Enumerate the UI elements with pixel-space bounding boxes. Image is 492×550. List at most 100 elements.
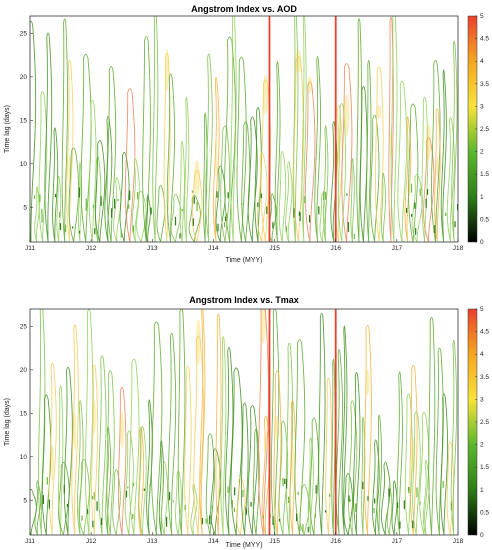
x-tick-label: J13 — [147, 245, 158, 252]
contour-line — [188, 194, 201, 242]
contour-fill — [365, 369, 370, 396]
contour-line — [366, 60, 372, 242]
y-tick-label: 15 — [20, 118, 28, 125]
contour-line — [38, 91, 48, 242]
contour-line — [106, 370, 115, 535]
contour-line — [220, 125, 231, 242]
colorbar-tick-label: 5 — [480, 13, 484, 20]
contour-line — [451, 40, 458, 242]
contour-fill — [275, 415, 280, 441]
contour-line — [446, 117, 455, 242]
contour-fill — [215, 138, 218, 176]
contour-line — [34, 186, 40, 242]
contour-line — [58, 385, 64, 535]
contour-line — [179, 140, 185, 242]
contour-fill — [435, 157, 439, 178]
x-axis-label: Time (MYY) — [225, 542, 262, 549]
contour-line — [161, 461, 169, 535]
contour-line — [184, 365, 192, 535]
colorbar-tick-label: 3 — [480, 396, 484, 403]
y-tick-label: 5 — [23, 498, 27, 505]
contour-line — [331, 358, 336, 535]
contour-line — [304, 81, 316, 242]
y-axis-ticks: 5 10 15 20 25 — [20, 31, 33, 212]
colorbar-tick-label: 1 — [480, 487, 484, 494]
contour-line — [412, 411, 421, 535]
contour-line — [440, 69, 447, 242]
contour-line — [323, 124, 329, 242]
contour-fill — [425, 124, 432, 160]
contour-fill — [295, 49, 302, 74]
contour-line — [350, 158, 355, 242]
contour-line — [68, 147, 80, 242]
colorbar-tick-label: 3 — [480, 103, 484, 110]
y-axis-ticks: 5 10 15 20 25 — [20, 324, 33, 505]
contour-line — [77, 162, 83, 242]
contour-line — [376, 414, 383, 535]
y-axis-label: Time lag (days) — [4, 398, 11, 446]
contour-line — [56, 175, 62, 242]
plot-frame — [29, 15, 459, 243]
contour-line — [152, 16, 159, 242]
colorbar-tick-label: 1 — [480, 194, 484, 201]
contour-line — [278, 151, 287, 242]
colorbar-tick-label: 1.5 — [480, 464, 489, 471]
x-tick-label: J18 — [453, 538, 464, 545]
contour-line — [341, 325, 348, 535]
colorbar-tick-label: 0.5 — [480, 216, 489, 223]
contour-line — [423, 137, 435, 242]
contour-line — [241, 121, 251, 242]
contour-line — [94, 139, 106, 242]
y-axis-label: Time lag (days) — [4, 105, 11, 153]
contour-line — [257, 309, 269, 535]
contour-line — [388, 16, 394, 242]
contour-line — [274, 60, 281, 242]
contour-line — [156, 185, 166, 242]
colorbar-tick-label: 2.5 — [480, 419, 489, 426]
contour-line — [205, 433, 215, 535]
colorbar-tick-label: 1.5 — [480, 171, 489, 178]
contour-line — [215, 165, 226, 242]
contour-line — [166, 73, 176, 242]
contour-line — [419, 412, 430, 535]
contour-fill — [73, 411, 77, 451]
contour-line — [106, 65, 117, 242]
contour-line — [151, 321, 163, 535]
colorbar-tick-label: 4.5 — [480, 36, 489, 43]
contour-line — [285, 161, 293, 242]
x-axis-ticks: J11 J12 J13 J14 J15 J16 J17 J18 — [25, 239, 464, 252]
contour-line — [343, 473, 353, 535]
contour-line — [203, 112, 208, 242]
contour-line — [422, 459, 430, 535]
colorbar-tick-label: 2 — [480, 149, 484, 156]
contour-line — [348, 400, 358, 535]
contour-line — [421, 96, 429, 242]
contour-fill — [307, 76, 313, 94]
colorbar-tick-label: 3.5 — [480, 374, 489, 381]
x-tick-label: J12 — [86, 538, 97, 545]
contour-line — [359, 86, 368, 242]
contour-line — [230, 16, 237, 242]
contour-line — [199, 309, 206, 535]
chart-panel-aod: Angstrom Index vs. AOD J11 J12 J13 J14 J15 J1… — [4, 4, 489, 264]
chart-title: Angstrom Index vs. Tmax — [189, 295, 299, 305]
contour-line — [34, 480, 42, 535]
contour-line — [294, 339, 306, 535]
contour-line — [124, 88, 136, 242]
chart-panel-tmax: Angstrom Index vs. Tmax J11 J12 J13 J14 J15 J… — [4, 295, 489, 549]
contour-line — [170, 193, 182, 242]
contour-line — [30, 20, 37, 242]
x-axis-label: Time (MYY) — [225, 257, 262, 264]
contour-layer — [30, 309, 458, 535]
contour-line — [66, 59, 74, 242]
contour-line — [236, 56, 247, 242]
contour-line — [254, 107, 262, 242]
contour-line — [142, 36, 151, 242]
colorbar-tick-label: 2 — [480, 442, 484, 449]
contour-line — [270, 309, 280, 535]
contour-line — [408, 103, 419, 242]
contour-line — [163, 52, 171, 242]
contour-line — [193, 335, 204, 535]
contour-line — [212, 76, 220, 242]
y-tick-label: 15 — [20, 411, 28, 418]
